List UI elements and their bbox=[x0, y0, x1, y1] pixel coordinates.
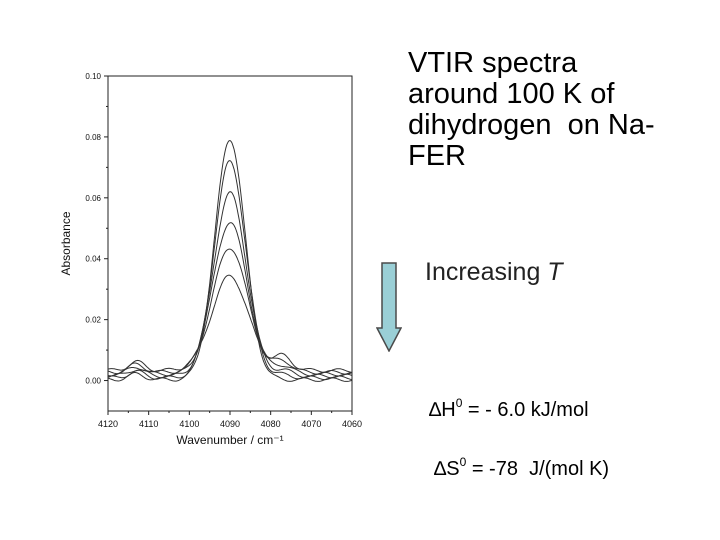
entropy-rest: = -78 J/(mol K) bbox=[466, 458, 610, 480]
slide-title: VTIR spectra around 100 K of dihydrogen … bbox=[408, 48, 708, 172]
x-axis-label: Wavenumber / cm⁻¹ bbox=[176, 433, 283, 447]
title-line-4: FER bbox=[408, 140, 466, 172]
x-tick-label: 4100 bbox=[179, 419, 199, 429]
y-tick-label: 0.02 bbox=[85, 316, 101, 325]
y-tick-label: 0.10 bbox=[85, 72, 101, 81]
enthalpy-value: ∆H0 = - 6.0 kJ/mol bbox=[429, 396, 589, 422]
y-tick-label: 0.00 bbox=[85, 377, 101, 386]
title-line-2: around 100 K of bbox=[408, 78, 615, 110]
entropy-symbol: ∆S bbox=[434, 458, 460, 480]
entropy-superscript: 0 bbox=[459, 455, 467, 469]
x-tick-label: 4110 bbox=[139, 419, 158, 429]
entropy-value: ∆S0 = -78 J/(mol K) bbox=[434, 455, 609, 481]
trend-variable: T bbox=[547, 258, 563, 286]
spectrum-line bbox=[107, 222, 353, 377]
trend-prefix: Increasing bbox=[425, 258, 548, 286]
enthalpy-symbol: ∆H bbox=[429, 399, 456, 421]
y-tick-label: 0.04 bbox=[85, 255, 101, 264]
down-arrow-shape bbox=[376, 262, 402, 352]
x-tick-label: 4090 bbox=[220, 419, 240, 429]
spectrum-line bbox=[107, 160, 353, 381]
y-axis-label: Absorbance bbox=[59, 211, 73, 275]
title-line-1: VTIR spectra bbox=[408, 47, 578, 79]
vtir-spectra-chart: 4120 4110 4100 4090 4080 4070 4060 0.00 0.02 0.04… bbox=[59, 72, 362, 447]
y-tick-label: 0.08 bbox=[85, 133, 101, 142]
spectrum-line bbox=[107, 274, 353, 373]
x-tick-label: 4070 bbox=[301, 419, 321, 429]
title-line-3: dihydrogen on Na- bbox=[408, 109, 655, 141]
x-tick-label: 4120 bbox=[98, 419, 118, 429]
x-tick-label: 4080 bbox=[261, 419, 281, 429]
y-tick-label: 0.06 bbox=[85, 194, 101, 203]
x-tick-label: 4060 bbox=[342, 419, 362, 429]
down-arrow-icon bbox=[376, 262, 402, 352]
spectrum-line bbox=[107, 248, 353, 375]
plot-frame bbox=[107, 75, 353, 412]
enthalpy-rest: = - 6.0 kJ/mol bbox=[462, 399, 589, 421]
spectrum-line bbox=[107, 139, 353, 382]
increasing-temperature-label: Increasing T bbox=[425, 258, 563, 287]
enthalpy-superscript: 0 bbox=[455, 396, 463, 410]
spectrum-line bbox=[107, 191, 353, 379]
